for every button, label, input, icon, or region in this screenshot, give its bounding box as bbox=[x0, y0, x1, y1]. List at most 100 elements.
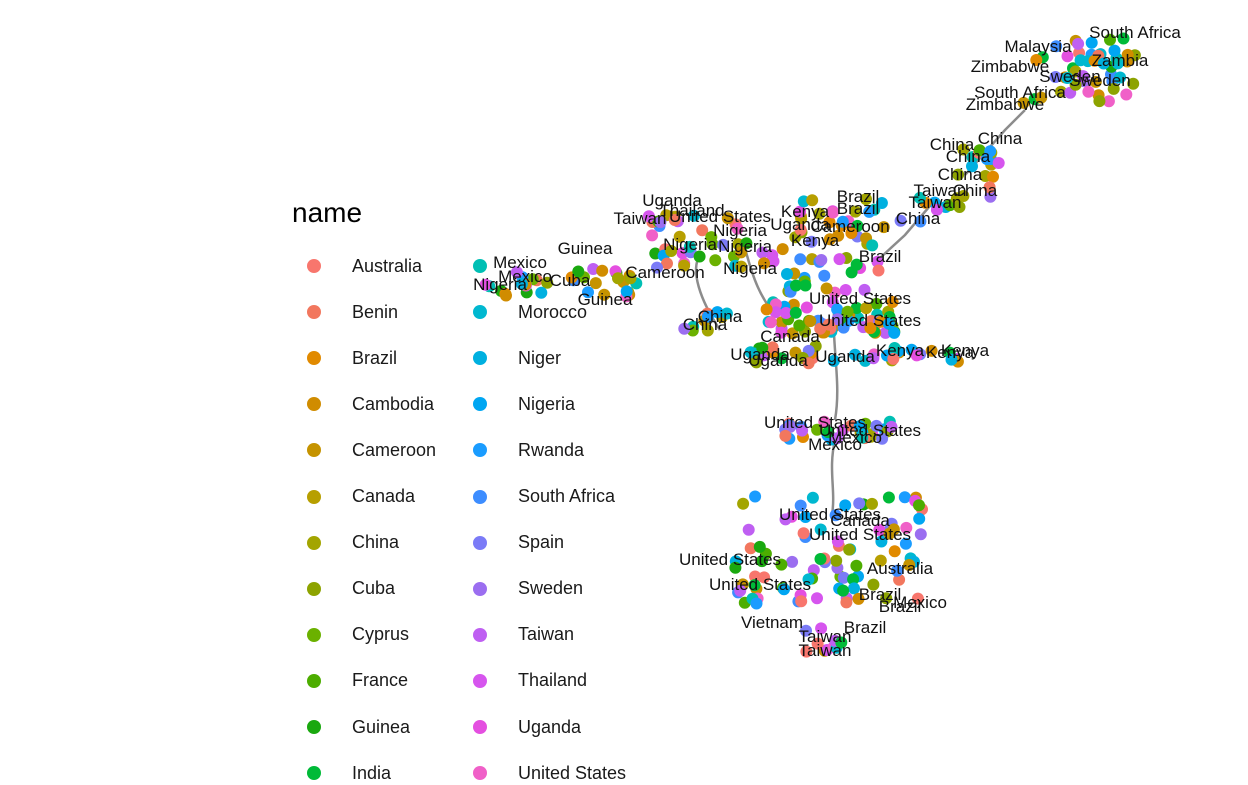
graph-node bbox=[748, 579, 761, 592]
graph-node bbox=[624, 272, 637, 285]
graph-node bbox=[500, 289, 512, 302]
graph-node bbox=[913, 499, 925, 512]
legend-color-dot bbox=[307, 305, 321, 320]
legend-item: South Africa bbox=[473, 485, 615, 509]
node-label: Brazil bbox=[879, 597, 922, 616]
graph-node bbox=[799, 511, 812, 523]
legend-color-dot bbox=[473, 766, 487, 781]
legend-color-dot bbox=[473, 720, 487, 734]
graph-node bbox=[779, 429, 792, 442]
graph-node bbox=[742, 523, 755, 536]
graph-node bbox=[831, 432, 844, 445]
graph-node bbox=[850, 258, 863, 271]
node-label: Taiwan bbox=[909, 193, 962, 212]
graph-node bbox=[717, 238, 730, 251]
graph-node bbox=[796, 424, 809, 437]
graph-node bbox=[833, 253, 846, 266]
legend-label: Uganda bbox=[518, 716, 582, 737]
graph-node bbox=[1077, 70, 1090, 83]
graph-node bbox=[729, 561, 742, 574]
node-label: China bbox=[953, 181, 998, 200]
node-label: Uganda bbox=[770, 215, 830, 234]
node-label: Taiwan bbox=[799, 627, 852, 646]
graph-node bbox=[945, 353, 958, 366]
graph-node bbox=[953, 201, 966, 213]
graph-node bbox=[815, 622, 828, 635]
graph-node bbox=[806, 491, 819, 504]
node-label: Kenya bbox=[791, 231, 840, 250]
graph-node bbox=[888, 545, 901, 558]
node-label: Brazil bbox=[859, 585, 902, 604]
legend-item: Uganda bbox=[473, 715, 581, 739]
legend-item: Spain bbox=[473, 531, 564, 555]
legend-label: Guinea bbox=[352, 716, 411, 737]
graph-node bbox=[1061, 72, 1074, 84]
graph-node bbox=[766, 341, 779, 354]
graph-node bbox=[705, 231, 718, 244]
node-label: United States bbox=[669, 207, 771, 226]
graph-node bbox=[872, 264, 885, 277]
legend-label: Spain bbox=[518, 532, 565, 553]
graph-node bbox=[1017, 96, 1030, 109]
graph-node bbox=[984, 145, 997, 158]
legend-item: Guinea bbox=[307, 715, 410, 739]
legend-label: Nigeria bbox=[518, 393, 576, 414]
graph-node bbox=[673, 230, 686, 243]
node-label: Guinea bbox=[578, 290, 633, 309]
graph-node bbox=[870, 297, 883, 310]
graph-node bbox=[925, 344, 938, 357]
node-label: United States bbox=[779, 505, 881, 524]
legend-label: Australia bbox=[352, 255, 423, 276]
node-label: Kenya bbox=[781, 202, 830, 221]
graph-node bbox=[866, 239, 879, 252]
graph-node bbox=[899, 537, 912, 550]
node-label: Taiwan bbox=[614, 209, 667, 228]
legend-color-dot bbox=[473, 673, 487, 688]
graph-node bbox=[668, 214, 681, 226]
graph-node bbox=[839, 499, 852, 512]
graph-node bbox=[1050, 40, 1063, 53]
graph-node bbox=[835, 636, 848, 649]
node-label: Sweden bbox=[1039, 67, 1100, 86]
graph-node bbox=[853, 497, 866, 510]
graph-node bbox=[848, 582, 860, 595]
graph-node bbox=[864, 322, 877, 335]
graph-node bbox=[845, 227, 858, 239]
node-label: Nigeria bbox=[663, 235, 717, 254]
legend-label: Taiwan bbox=[518, 624, 575, 645]
node-label: Vietnam bbox=[741, 613, 803, 632]
graph-node bbox=[799, 279, 812, 292]
graph-node bbox=[786, 555, 799, 568]
graph-node bbox=[1069, 78, 1082, 91]
legend-label: Benin bbox=[352, 301, 399, 322]
graph-node bbox=[814, 553, 827, 565]
graph-node bbox=[992, 157, 1005, 169]
graph-node bbox=[840, 596, 853, 609]
graph-node bbox=[822, 318, 835, 331]
legend-item bbox=[473, 254, 518, 278]
graph-node bbox=[831, 303, 844, 316]
graph-node bbox=[1061, 50, 1074, 63]
legend-label: South Africa bbox=[518, 486, 616, 506]
node-label: United States bbox=[709, 575, 811, 594]
graph-node bbox=[866, 497, 878, 510]
graph-node bbox=[646, 229, 659, 242]
graph-node bbox=[888, 342, 901, 354]
legend-color-dot bbox=[307, 259, 321, 273]
node-label: Mexico bbox=[493, 253, 547, 272]
node-label: Uganda bbox=[815, 347, 875, 366]
node-label: Sweden bbox=[1069, 71, 1130, 90]
legend-item: Australia bbox=[307, 254, 422, 278]
legend-item: Taiwan bbox=[473, 623, 574, 647]
graph-node bbox=[744, 346, 757, 359]
legend-label: Niger bbox=[518, 347, 562, 368]
graph-node bbox=[818, 415, 831, 428]
graph-node bbox=[775, 558, 788, 571]
graph-node bbox=[780, 307, 792, 319]
legend-label: Brazil bbox=[352, 347, 398, 368]
legend-color-dot bbox=[473, 305, 487, 320]
graph-node bbox=[886, 296, 899, 308]
legend-item: Thailand bbox=[473, 669, 587, 693]
graph-node bbox=[911, 592, 924, 605]
graph-node bbox=[737, 497, 750, 510]
